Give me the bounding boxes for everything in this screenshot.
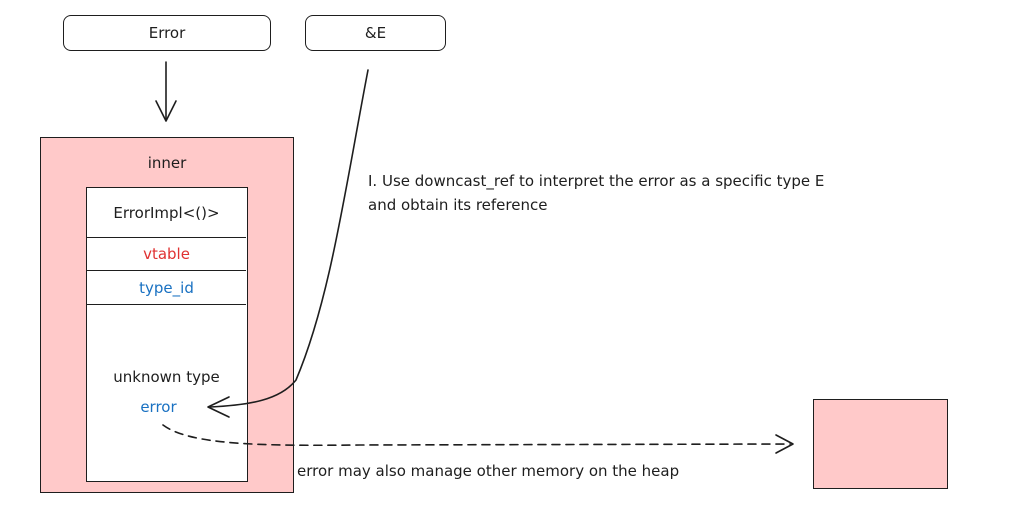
error-to-heap-arrowhead (775, 434, 794, 454)
error-to-heap-arrow (162, 424, 791, 447)
error-impl-header: ErrorImpl<()> (87, 188, 246, 238)
heap-note: error may also manage other memory on th… (297, 462, 680, 480)
error-impl-box: ErrorImpl<()> vtable type_id unknown typ… (86, 187, 248, 482)
inner-title: inner (147, 154, 187, 172)
ref-to-error-arrow (209, 69, 369, 408)
error-impl-name: ErrorImpl<()> (113, 203, 220, 222)
error-to-inner-arrowhead (155, 100, 177, 122)
type-id-label: type_id (139, 278, 194, 297)
error-field-label: error (140, 398, 177, 416)
step1-annotation-line2: and obtain its reference (368, 196, 548, 214)
step1-annotation-line1: I. Use downcast_ref to interpret the err… (368, 172, 825, 190)
vtable-field: vtable (87, 238, 246, 271)
ref-e-box: &E (305, 15, 446, 51)
ref-to-error-arrowhead (207, 396, 230, 418)
unknown-type-label: unknown type (113, 368, 220, 386)
error-type-box: Error (63, 15, 271, 51)
type-id-field: type_id (87, 271, 246, 305)
ref-e-label: &E (364, 24, 387, 42)
error-type-label: Error (148, 24, 186, 42)
heap-memory-box (813, 399, 948, 489)
vtable-label: vtable (143, 245, 190, 263)
